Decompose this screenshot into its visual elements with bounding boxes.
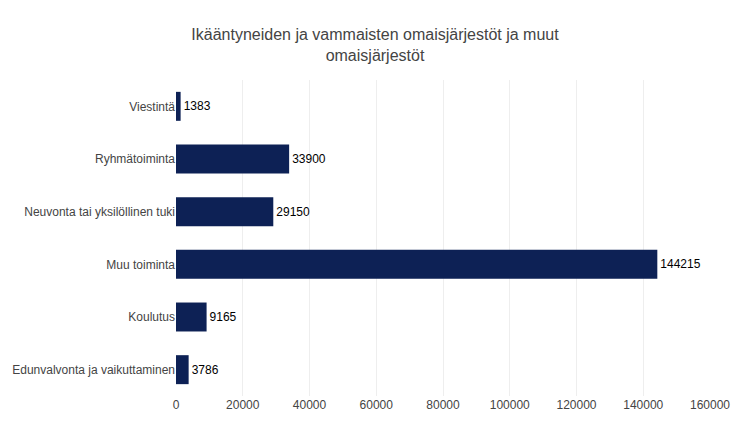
svg-text:40000: 40000 — [293, 398, 327, 412]
svg-text:80000: 80000 — [426, 398, 460, 412]
svg-text:20000: 20000 — [226, 398, 260, 412]
svg-text:Edunvalvonta ja vaikuttaminen: Edunvalvonta ja vaikuttaminen — [12, 363, 175, 377]
svg-text:1383: 1383 — [184, 99, 211, 113]
svg-text:Ryhmätoiminta: Ryhmätoiminta — [95, 152, 175, 166]
svg-text:60000: 60000 — [360, 398, 394, 412]
svg-text:3786: 3786 — [192, 363, 219, 377]
svg-text:120000: 120000 — [556, 398, 596, 412]
svg-text:Muu toiminta: Muu toiminta — [106, 258, 175, 272]
svg-text:Viestintä: Viestintä — [129, 100, 175, 114]
svg-text:160000: 160000 — [690, 398, 730, 412]
svg-text:100000: 100000 — [490, 398, 530, 412]
svg-text:144215: 144215 — [660, 257, 700, 271]
svg-text:0: 0 — [173, 398, 180, 412]
svg-text:Ikääntyneiden ja vammaisten om: Ikääntyneiden ja vammaisten omaisjärjest… — [191, 26, 559, 64]
svg-text:29150: 29150 — [276, 205, 310, 219]
svg-text:Neuvonta tai yksilöllinen tuki: Neuvonta tai yksilöllinen tuki — [24, 205, 175, 219]
svg-text:140000: 140000 — [623, 398, 663, 412]
svg-text:33900: 33900 — [292, 152, 326, 166]
svg-text:Koulutus: Koulutus — [128, 310, 175, 324]
svg-text:9165: 9165 — [210, 310, 237, 324]
